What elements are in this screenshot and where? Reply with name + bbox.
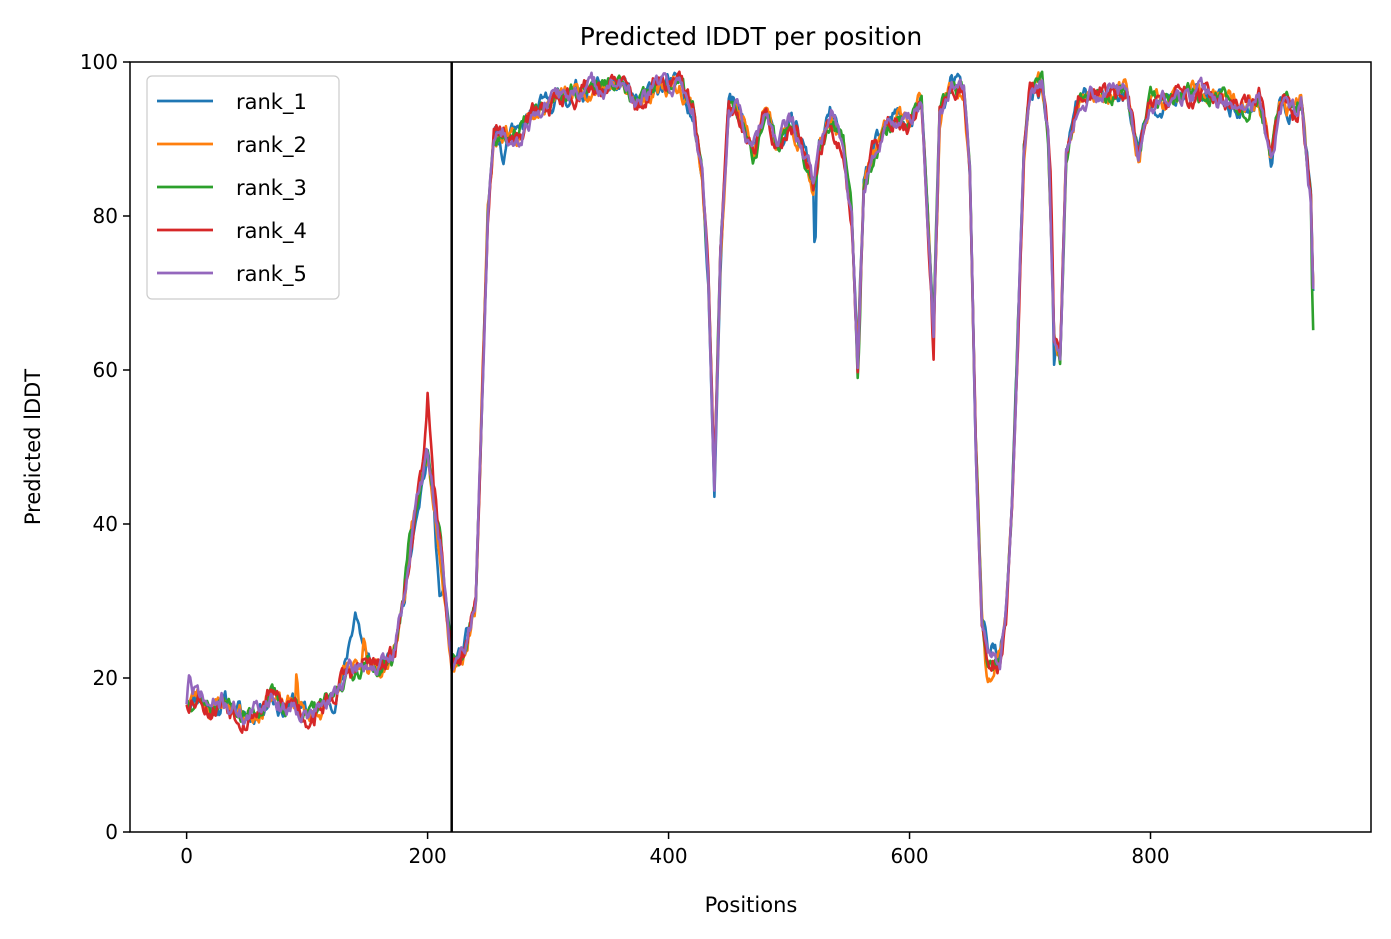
series-line-rank-4	[185, 70, 1315, 734]
x-tick-label: 600	[890, 844, 928, 868]
x-tick-label: 0	[180, 844, 193, 868]
y-axis-label: Predicted lDDT	[21, 369, 45, 525]
chart-title: Predicted lDDT per position	[580, 22, 922, 51]
y-tick-label: 20	[93, 666, 118, 690]
series-line-rank-3	[185, 70, 1315, 723]
y-tick-label: 60	[93, 358, 118, 382]
x-tick-label: 800	[1131, 844, 1169, 868]
legend-label-rank-2: rank_2	[236, 133, 307, 158]
plot-area: 0 200 400 600 800020406080100rank_1rank_2ran…	[80, 50, 1372, 868]
series-line-rank-5	[185, 71, 1315, 726]
y-tick-label: 100	[80, 50, 118, 74]
legend-label-rank-1: rank_1	[236, 90, 307, 115]
y-tick-label: 40	[93, 512, 118, 536]
legend-label-rank-5: rank_5	[236, 262, 307, 287]
legend-label-rank-3: rank_3	[236, 176, 307, 201]
legend-box	[146, 75, 340, 300]
x-tick-label: 200	[409, 844, 447, 868]
series-line-rank-2	[186, 71, 1315, 724]
y-tick-label: 80	[93, 204, 118, 228]
series-lines	[185, 70, 1315, 734]
x-tick-label: 400	[649, 844, 687, 868]
legend-label-rank-4: rank_4	[236, 219, 307, 244]
plot-frame	[129, 61, 1372, 833]
series-line-rank-1	[185, 71, 1315, 726]
legend: rank_1 rank_2 rank_3 rank_4 rank_5	[146, 75, 340, 300]
y-tick-label: 0	[105, 820, 118, 844]
x-axis-label: Positions	[705, 893, 798, 917]
